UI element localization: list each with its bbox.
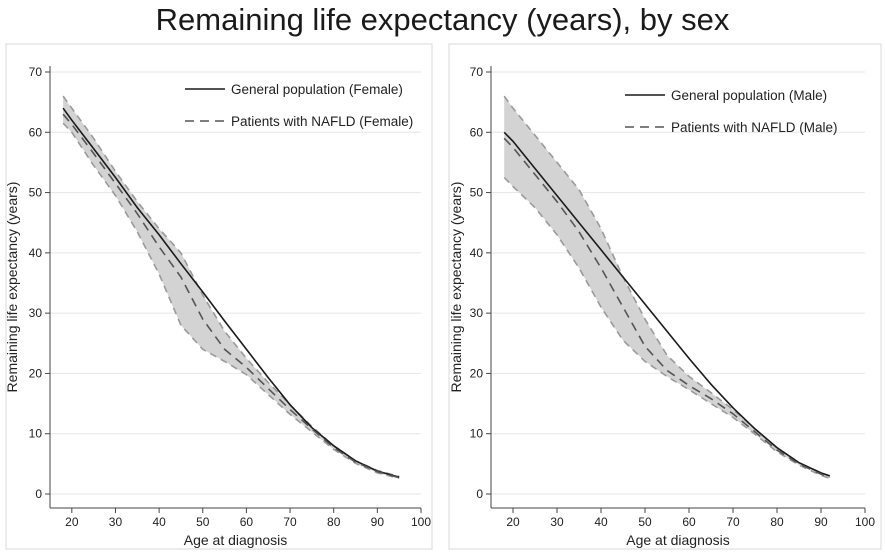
y-tick-label: 70 bbox=[470, 65, 484, 79]
legend: General population (Female) Patients with… bbox=[185, 82, 413, 129]
x-tick-label: 30 bbox=[550, 515, 564, 529]
x-tick-label: 40 bbox=[594, 515, 608, 529]
x-tick-label: 80 bbox=[770, 515, 784, 529]
x-tick-label: 40 bbox=[152, 515, 166, 529]
y-tick-label: 30 bbox=[470, 306, 484, 320]
y-tick-label: 60 bbox=[29, 125, 43, 139]
x-tick-label: 70 bbox=[283, 515, 297, 529]
y-tick-label: 10 bbox=[29, 427, 43, 441]
ci-upper-line bbox=[62, 95, 400, 478]
y-tick-label: 40 bbox=[470, 246, 484, 260]
legend-label: General population (Male) bbox=[671, 88, 827, 103]
x-tick-label: 60 bbox=[240, 515, 254, 529]
x-axis-label: Age at diagnosis bbox=[184, 532, 288, 548]
y-axis-label: Remaining life expectancy (years) bbox=[4, 182, 20, 393]
x-tick-label: 90 bbox=[814, 515, 828, 529]
x-tick-label: 20 bbox=[506, 515, 520, 529]
legend-label: General population (Female) bbox=[231, 82, 403, 97]
panel-male: 0 10 20 30 40 50 60 70 20 30 40 50 60 70 80 90 100 Age at… bbox=[448, 43, 882, 550]
y-tick-label: 20 bbox=[29, 366, 43, 380]
legend-label: Patients with NAFLD (Female) bbox=[231, 114, 413, 129]
x-tick-label: 20 bbox=[65, 515, 79, 529]
x-tick-label: 50 bbox=[196, 515, 210, 529]
legend: General population (Male) Patients with N… bbox=[625, 88, 838, 135]
legend-label: Patients with NAFLD (Male) bbox=[671, 120, 838, 135]
series-line-general-population bbox=[503, 131, 831, 477]
ci-lower-line bbox=[503, 176, 831, 480]
x-tick-label: 60 bbox=[682, 515, 696, 529]
x-tick-label: 90 bbox=[371, 515, 385, 529]
panel-female: 0 10 20 30 40 50 60 70 20 30 40 50 60 70 80 90 100 Age at… bbox=[4, 43, 433, 550]
y-tick-label: 40 bbox=[29, 246, 43, 260]
x-tick-label: 80 bbox=[327, 515, 341, 529]
y-tick-label: 30 bbox=[29, 306, 43, 320]
y-axis-label: Remaining life expectancy (years) bbox=[448, 182, 464, 393]
y-tick-label: 0 bbox=[35, 487, 42, 501]
series-line-general-population bbox=[62, 107, 400, 478]
y-tick-label: 60 bbox=[470, 125, 484, 139]
ci-lower-line bbox=[62, 122, 400, 480]
y-tick-label: 70 bbox=[29, 65, 43, 79]
x-tick-label: 100 bbox=[411, 515, 431, 529]
x-tick-label: 50 bbox=[638, 515, 652, 529]
y-tick-label: 50 bbox=[470, 186, 484, 200]
x-tick-label: 30 bbox=[109, 515, 123, 529]
x-tick-label: 100 bbox=[855, 515, 875, 529]
series-line-nafld bbox=[62, 113, 400, 479]
figure-title: Remaining life expectancy (years), by se… bbox=[155, 2, 730, 37]
x-axis-label: Age at diagnosis bbox=[626, 532, 730, 548]
y-tick-label: 10 bbox=[470, 427, 484, 441]
y-tick-label: 50 bbox=[29, 186, 43, 200]
x-tick-label: 70 bbox=[726, 515, 740, 529]
y-tick-label: 20 bbox=[470, 366, 484, 380]
y-tick-label: 0 bbox=[476, 487, 483, 501]
